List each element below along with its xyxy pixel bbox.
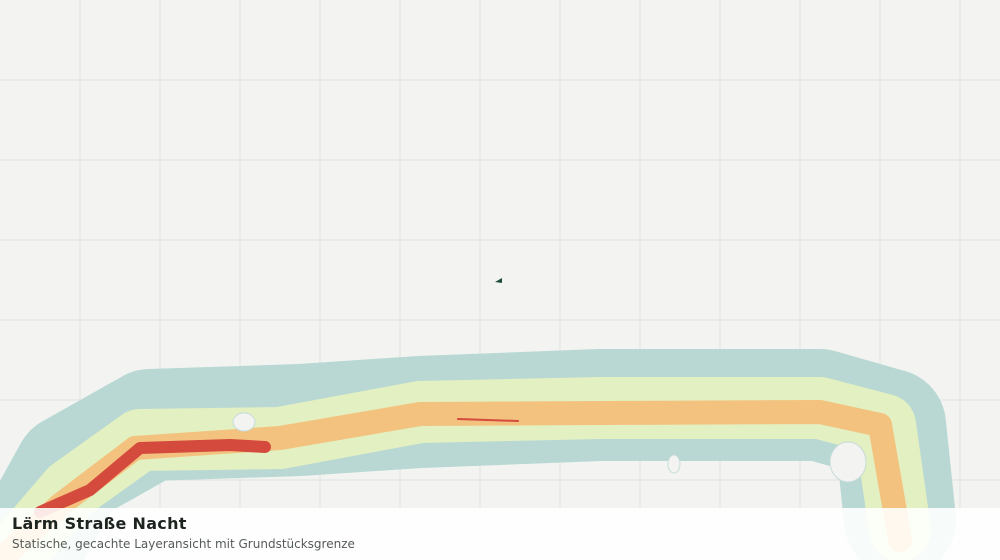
noise-band-max — [457, 418, 519, 422]
noise-bands — [0, 349, 956, 560]
marker — [495, 278, 502, 283]
holes — [232, 412, 867, 483]
caption-panel: Lärm Straße Nacht Statische, gecachte La… — [0, 508, 1000, 560]
noise-band-max — [34, 439, 271, 518]
layer-subtitle: Statische, gecachte Layeransicht mit Gru… — [12, 537, 355, 551]
layer-title: Lärm Straße Nacht — [12, 514, 187, 533]
